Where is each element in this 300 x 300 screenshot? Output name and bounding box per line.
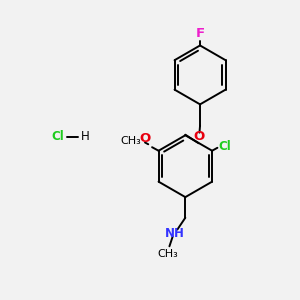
Text: NH: NH — [165, 226, 185, 239]
Text: O: O — [139, 132, 150, 146]
Text: Cl: Cl — [51, 130, 64, 143]
Text: F: F — [196, 27, 205, 40]
Text: O: O — [193, 130, 204, 143]
Text: Cl: Cl — [219, 140, 231, 153]
Text: CH₃: CH₃ — [157, 249, 178, 259]
Text: H: H — [81, 130, 90, 143]
Text: CH₃: CH₃ — [121, 136, 142, 146]
